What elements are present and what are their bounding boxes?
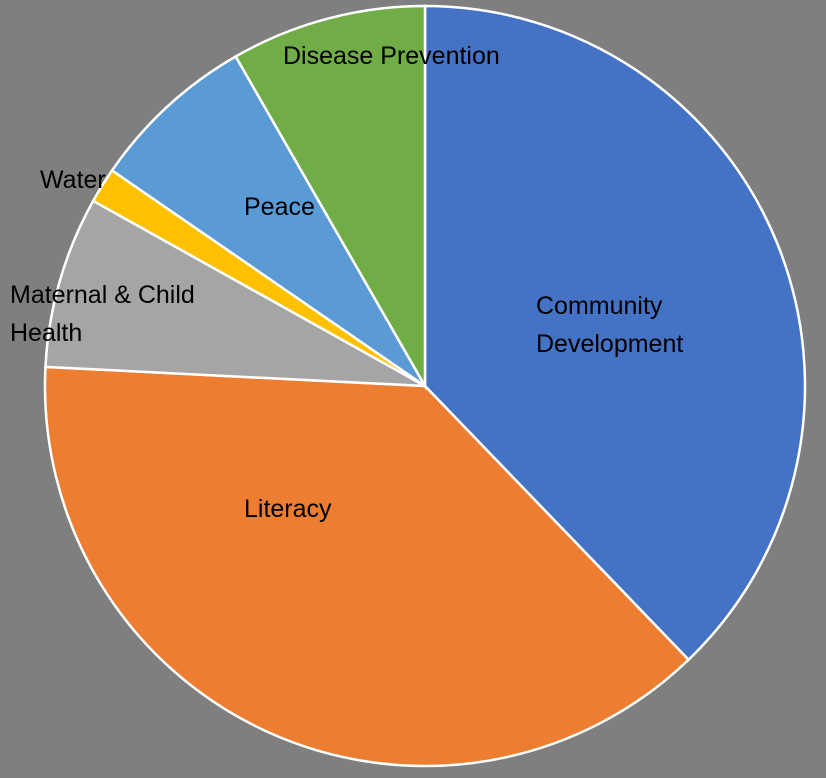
slice-label: Literacy [244,495,332,523]
pie-slice [110,54,427,388]
slice-label: Community Development [536,292,684,358]
pie-slice [43,365,691,768]
slice-label: Water [40,166,106,194]
slice-label: Disease Prevention [283,42,500,70]
pie-slice [44,199,426,388]
slice-label: Maternal & Child Health [10,281,195,347]
pie-slice [233,4,427,391]
pie-slice [423,4,807,662]
slice-label: Peace [244,193,315,221]
